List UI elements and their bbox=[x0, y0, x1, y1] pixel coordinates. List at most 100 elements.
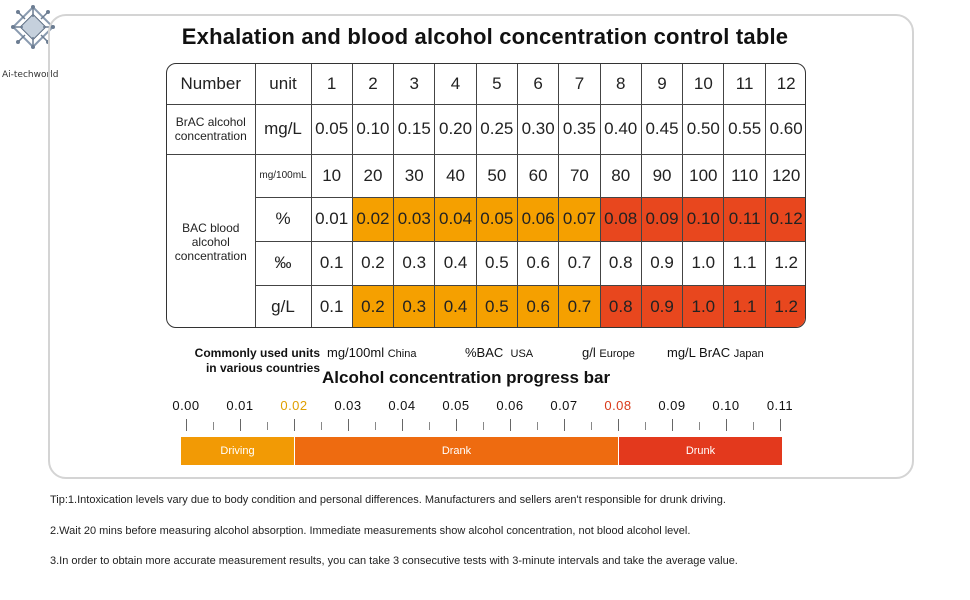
tick-label: 0.08 bbox=[604, 398, 632, 413]
tick-label: 0.07 bbox=[550, 398, 578, 413]
brac-value: 0.45 bbox=[640, 103, 684, 155]
bac-value: 0.4 bbox=[434, 240, 477, 286]
tick-mark bbox=[726, 419, 727, 431]
header-number: 1 bbox=[310, 64, 353, 105]
bac-value: 90 bbox=[640, 153, 684, 198]
brac-value: 0.35 bbox=[558, 103, 601, 155]
brac-label: BrAC alcohol concentration bbox=[167, 103, 256, 155]
header-number: 6 bbox=[516, 64, 560, 105]
bac-value: 0.10 bbox=[682, 196, 725, 242]
bac-value: 110 bbox=[723, 153, 766, 198]
bac-value: 1.1 bbox=[723, 240, 766, 286]
bac-value: 70 bbox=[558, 153, 601, 198]
bac-value: 0.06 bbox=[516, 196, 560, 242]
brac-unit: mg/L bbox=[254, 103, 312, 155]
tick-mark-minor bbox=[321, 422, 322, 430]
bac-value: 0.03 bbox=[393, 196, 436, 242]
bac-unit: mg/100mL bbox=[254, 153, 312, 198]
tick-mark-minor bbox=[429, 422, 430, 430]
brac-value: 0.15 bbox=[393, 103, 436, 155]
bac-value: 0.2 bbox=[351, 240, 395, 286]
tick-mark-minor bbox=[267, 422, 268, 430]
bac-value: 0.4 bbox=[434, 284, 477, 327]
unit-china: mg/100ml China bbox=[327, 345, 417, 360]
concentration-table: Number unit 1 2 3 4 5 6 7 8 9 10 11 12 BrAC alcohol co… bbox=[166, 63, 806, 328]
bac-unit: % bbox=[255, 196, 312, 242]
bac-value: 0.6 bbox=[516, 284, 560, 327]
header-number: 11 bbox=[723, 64, 766, 105]
brac-value: 0.50 bbox=[682, 103, 725, 155]
tick-mark-minor bbox=[645, 422, 646, 430]
segment-drank: Drank bbox=[295, 437, 618, 465]
bac-value: 100 bbox=[682, 153, 725, 198]
bac-value: 1.2 bbox=[764, 240, 805, 286]
units-label: Commonly used units in various countries bbox=[194, 346, 320, 375]
tick-mark bbox=[780, 419, 781, 431]
bac-value: 0.9 bbox=[640, 240, 684, 286]
bac-value: 20 bbox=[351, 153, 395, 198]
bac-value: 0.12 bbox=[764, 196, 805, 242]
header-number: 4 bbox=[434, 64, 477, 105]
tick-mark-minor bbox=[753, 422, 754, 430]
tick-mark bbox=[618, 419, 619, 431]
bac-value: 0.11 bbox=[723, 196, 766, 242]
brand-name: Ai-techworld bbox=[2, 70, 59, 80]
brac-value: 0.20 bbox=[434, 103, 477, 155]
header-number: 10 bbox=[682, 64, 725, 105]
bac-value: 0.04 bbox=[434, 196, 477, 242]
bac-value: 50 bbox=[475, 153, 518, 198]
tick-mark bbox=[186, 419, 187, 431]
brac-value: 0.25 bbox=[475, 103, 518, 155]
header-number-label: Number bbox=[167, 64, 256, 105]
tick-label: 0.11 bbox=[766, 398, 794, 413]
bac-value: 0.5 bbox=[475, 240, 518, 286]
bac-value: 0.1 bbox=[310, 284, 353, 327]
brac-value: 0.55 bbox=[723, 103, 766, 155]
bac-value: 0.7 bbox=[558, 284, 601, 327]
tick-label: 0.06 bbox=[496, 398, 524, 413]
tick-mark bbox=[564, 419, 565, 431]
tick-label: 0.10 bbox=[712, 398, 740, 413]
bac-value: 0.05 bbox=[475, 196, 518, 242]
unit-europe: g/l Europe bbox=[582, 345, 635, 360]
bac-value: 0.7 bbox=[558, 240, 601, 286]
tick-label: 0.03 bbox=[334, 398, 362, 413]
bac-value: 0.5 bbox=[475, 284, 518, 327]
bac-value: 0.6 bbox=[516, 240, 560, 286]
tip-2: 2.Wait 20 mins before measuring alcohol … bbox=[50, 525, 691, 537]
tick-mark-minor bbox=[699, 422, 700, 430]
tick-label: 0.02 bbox=[280, 398, 308, 413]
header-number: 12 bbox=[764, 64, 805, 105]
tick-mark bbox=[510, 419, 511, 431]
segment-driving: Driving bbox=[181, 437, 294, 465]
header-number: 8 bbox=[599, 64, 642, 105]
bac-value: 1.0 bbox=[682, 284, 725, 327]
bac-value: 0.8 bbox=[599, 240, 642, 286]
header-unit-label: unit bbox=[254, 64, 312, 105]
header-number: 9 bbox=[640, 64, 684, 105]
bac-value: 0.2 bbox=[351, 284, 395, 327]
bac-value: 30 bbox=[393, 153, 436, 198]
bac-value: 0.9 bbox=[640, 284, 684, 327]
content-card bbox=[48, 14, 914, 479]
bac-value: 0.3 bbox=[393, 284, 436, 327]
unit-usa: %BAC USA bbox=[465, 345, 534, 360]
tick-label: 0.01 bbox=[226, 398, 254, 413]
tip-1: Tip:1.Intoxication levels vary due to bo… bbox=[50, 494, 726, 506]
tick-mark-minor bbox=[537, 422, 538, 430]
bac-unit: ‰ bbox=[255, 240, 312, 286]
tick-mark bbox=[348, 419, 349, 431]
tick-label: 0.04 bbox=[388, 398, 416, 413]
page-title: Exhalation and blood alcohol concentrati… bbox=[181, 24, 789, 49]
tick-mark-minor bbox=[483, 422, 484, 430]
brac-value: 0.30 bbox=[516, 103, 560, 155]
bac-label: BAC blood alcohol concentration bbox=[167, 153, 256, 327]
bac-value: 40 bbox=[434, 153, 477, 198]
bac-value: 80 bbox=[599, 153, 642, 198]
tip-3: 3.In order to obtain more accurate measu… bbox=[50, 555, 738, 567]
tick-label: 0.05 bbox=[442, 398, 470, 413]
bac-value: 1.0 bbox=[682, 240, 725, 286]
tick-mark-minor bbox=[591, 422, 592, 430]
bac-value: 0.02 bbox=[351, 196, 395, 242]
bac-value: 0.3 bbox=[393, 240, 436, 286]
